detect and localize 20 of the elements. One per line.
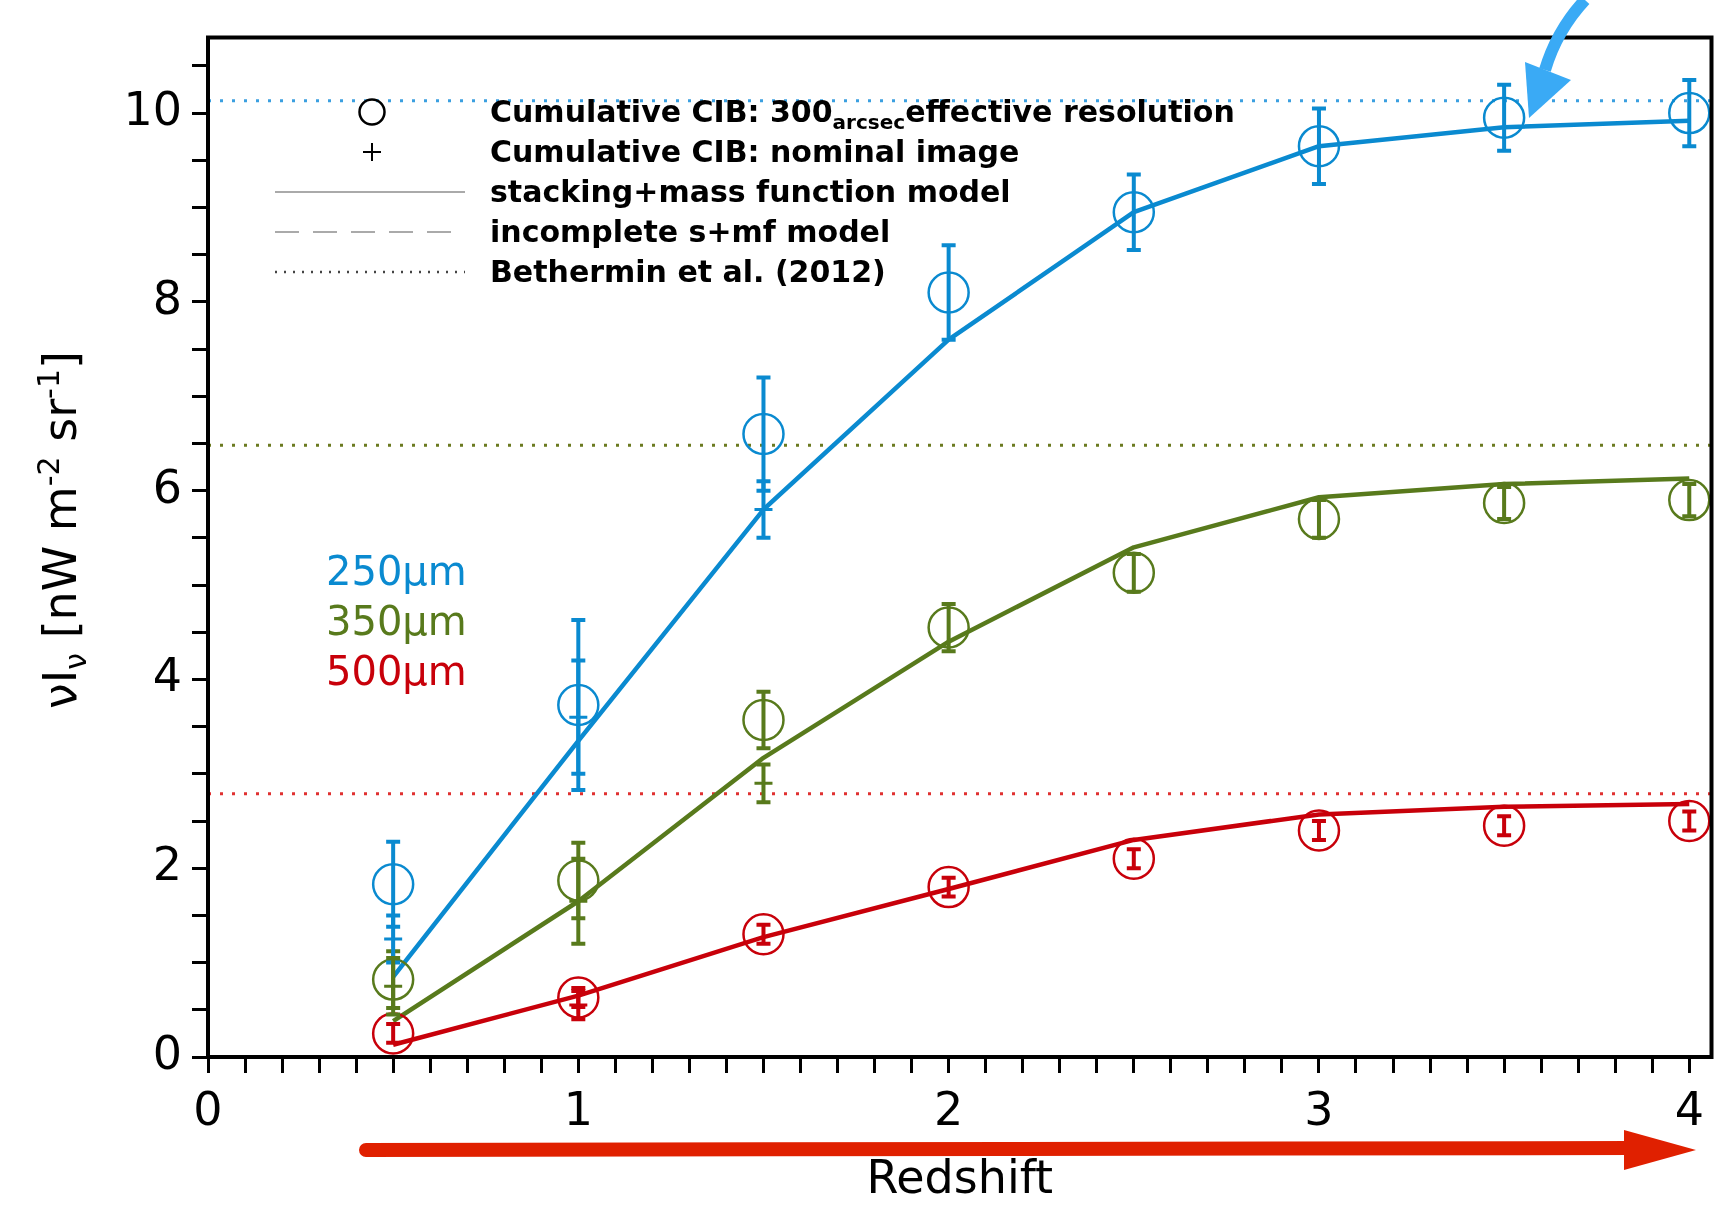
x-tick-label: 2 bbox=[934, 1081, 964, 1136]
y-tick-label: 2 bbox=[152, 837, 182, 892]
annotation: Bethermin et al. (2012) bbox=[490, 254, 886, 290]
text: 500μm bbox=[326, 647, 467, 694]
x-axis-title: Redshift bbox=[866, 1150, 1054, 1205]
annotation: stacking+mass function model bbox=[490, 174, 1011, 210]
y-tick-label: 8 bbox=[152, 270, 182, 325]
text: 250μm bbox=[326, 547, 467, 594]
annotation: incomplete s+mf model bbox=[490, 214, 891, 250]
y-tick-label: 0 bbox=[152, 1025, 182, 1080]
x-tick-label: 1 bbox=[563, 1081, 593, 1136]
annotation: Cumulative CIB: 300$_{arcsec}$effective resolution bbox=[490, 94, 1235, 134]
annotation: Cumulative CIB: nominal image bbox=[490, 134, 1020, 170]
x-tick-label: 0 bbox=[193, 1081, 223, 1136]
y-tick-label: 4 bbox=[152, 648, 182, 703]
x-tick-label: 3 bbox=[1304, 1081, 1334, 1136]
x-tick-label: 4 bbox=[1674, 1081, 1704, 1136]
y-tick-label: 10 bbox=[123, 82, 182, 137]
y-tick-label: 6 bbox=[152, 459, 182, 514]
text: 350μm bbox=[326, 597, 467, 644]
